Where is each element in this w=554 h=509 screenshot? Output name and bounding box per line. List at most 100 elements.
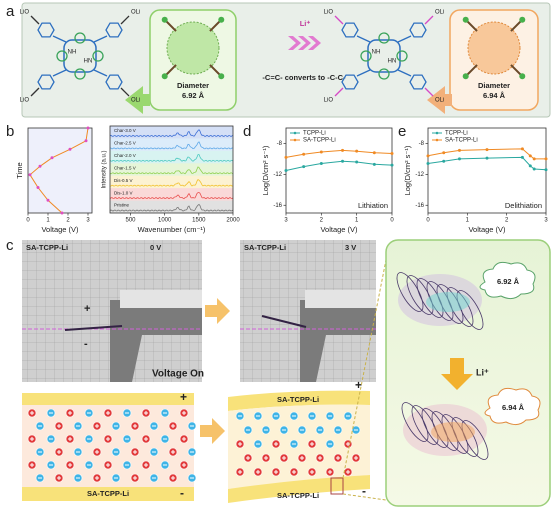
point [372, 151, 376, 155]
bond [397, 69, 412, 77]
group-label: LiO [20, 10, 30, 16]
arm [165, 20, 177, 32]
legend-label: Char-3.0 V [114, 128, 136, 133]
x-tick-label: 0 [426, 218, 430, 224]
point [442, 159, 446, 163]
diameter-label: Diameter [177, 81, 209, 90]
point [485, 156, 489, 160]
sign: + [180, 390, 187, 404]
bond [120, 87, 130, 97]
bond [30, 87, 40, 97]
legend-label: SA-TCPP-Li [445, 138, 478, 144]
bond [93, 35, 108, 43]
arrow [200, 418, 225, 444]
x-tick-label: 2 [320, 218, 324, 224]
sign: - [362, 484, 366, 498]
layer [396, 272, 424, 312]
pore [426, 292, 470, 312]
pyrrole [74, 32, 86, 44]
x-tick-label: 1 [355, 218, 359, 224]
clamp [300, 300, 376, 382]
y-axis-label: Log(D/cm² s⁻¹) [403, 145, 412, 195]
film-region [22, 405, 194, 487]
panel-label: d [243, 123, 251, 140]
point [372, 162, 376, 166]
ring [166, 21, 220, 75]
y-tick-label: -12 [273, 172, 282, 178]
group-label: LiO [20, 98, 30, 104]
sign: - [84, 338, 88, 350]
point [46, 198, 50, 202]
electrode [228, 390, 370, 411]
nh-label: NH [372, 50, 381, 56]
bond [93, 69, 108, 77]
x-tick-label: 2 [66, 218, 70, 224]
layer [406, 275, 434, 315]
bond [334, 87, 344, 97]
bubble [484, 387, 541, 426]
sample-label: SA-TCPP-Li [26, 243, 68, 252]
spectrum [109, 192, 234, 200]
point [390, 163, 394, 167]
arm [165, 64, 177, 76]
plot-frame [27, 127, 93, 214]
y-tick-label: -16 [415, 203, 424, 209]
panel-label: a [6, 3, 15, 20]
point [532, 167, 536, 171]
bond [397, 35, 412, 43]
legend-swatch [435, 138, 439, 142]
x-tick-label: 3 [284, 218, 288, 224]
spectrum [109, 166, 234, 175]
end-group [519, 73, 526, 80]
point [341, 148, 345, 152]
legend-label: TCPP-Li [303, 131, 326, 137]
arrow [205, 298, 230, 324]
model-label: 6.92 Å [497, 277, 520, 286]
end-group [161, 73, 168, 80]
y-axis-label: Intensity (a.u.) [102, 150, 108, 188]
x-axis-label: Voltage (V) [41, 225, 79, 234]
point [284, 169, 288, 172]
hn-label: HN [388, 59, 397, 65]
x-tick-label: 0 [390, 218, 394, 224]
panel-label: e [398, 123, 406, 140]
phenyl [341, 74, 359, 90]
caption: Voltage On [152, 369, 204, 380]
phenyl [409, 22, 427, 38]
series-line [285, 149, 393, 158]
electrode [22, 487, 194, 501]
diameter-label: Diameter [478, 81, 510, 90]
voltage-label: 3 V [345, 243, 356, 252]
point [528, 164, 532, 168]
conversion-text: -C=C- converts to -C-C- [262, 73, 346, 82]
porphyrin-core [367, 39, 401, 73]
nh-label: NH [68, 50, 77, 56]
electrode-label: SA-TCPP-Li [277, 491, 319, 500]
arm [510, 20, 522, 32]
panel-label: b [6, 123, 14, 140]
phenyl [105, 22, 123, 38]
point [84, 139, 88, 143]
point [302, 165, 306, 169]
arrow [441, 358, 473, 390]
pyrrole [378, 68, 390, 80]
zoom-box [330, 477, 344, 495]
point [68, 147, 72, 151]
annotation: Lithiation [358, 201, 388, 210]
arm [466, 20, 478, 32]
bond [356, 35, 371, 43]
y-axis-label: Log(D/cm² s⁻¹) [261, 145, 270, 195]
plot-bg [28, 128, 92, 213]
model-label: 6.94 Å [502, 403, 525, 412]
point [302, 152, 306, 156]
spectrum [109, 141, 234, 150]
arm [209, 64, 221, 76]
x-axis-label: Voltage (V) [320, 225, 358, 234]
diameter-value: 6.92 Å [182, 91, 205, 100]
point [544, 157, 548, 161]
legend-swatch [293, 138, 297, 142]
phenyl [105, 74, 123, 90]
phenyl [341, 22, 359, 38]
model-label: Li⁺ [476, 367, 489, 377]
bond [52, 35, 67, 43]
